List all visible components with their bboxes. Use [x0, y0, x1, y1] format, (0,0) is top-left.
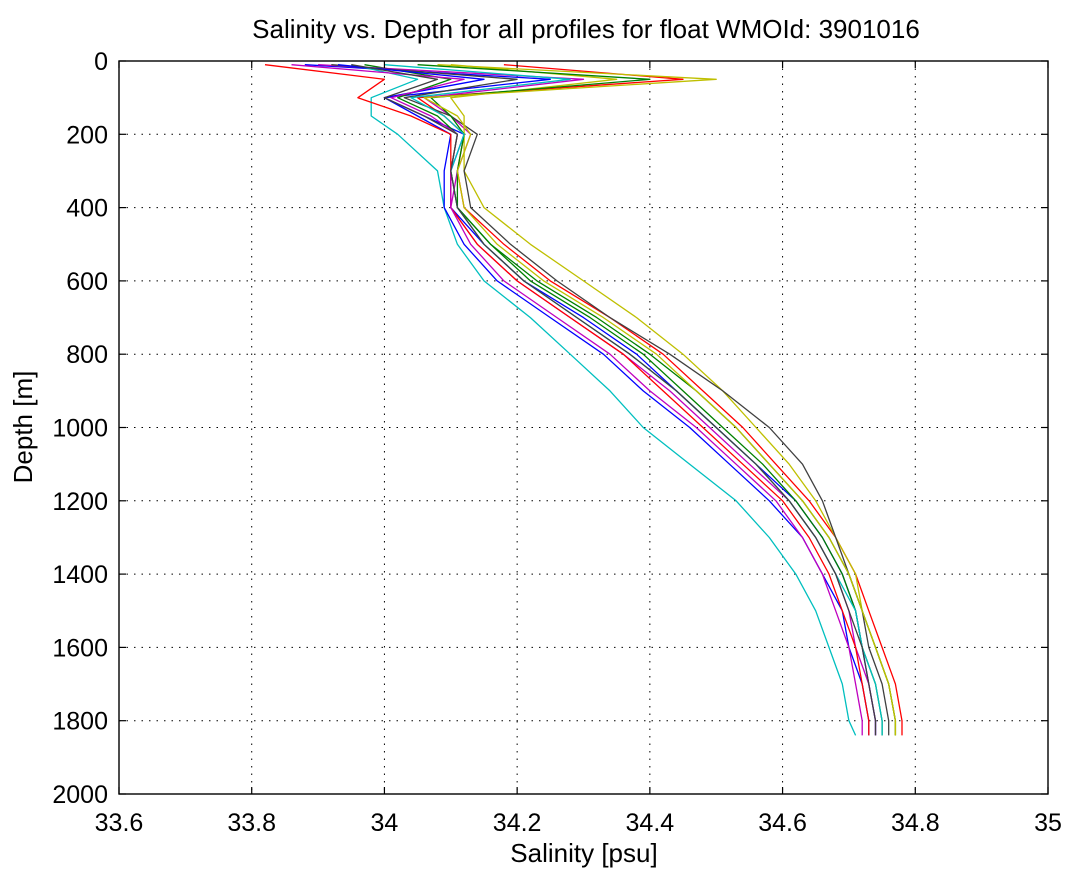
profile-lines	[264, 64, 903, 736]
chart-title: Salinity vs. Depth for all profiles for …	[252, 14, 920, 44]
x-tick-label: 33.6	[95, 809, 144, 837]
x-tick-label: 34.2	[493, 809, 542, 837]
profile-line	[264, 64, 870, 736]
x-axis-label: Salinity [psu]	[510, 838, 657, 868]
profile-line	[351, 64, 877, 736]
x-tick-label: 34.8	[891, 809, 940, 837]
y-axis-label: Depth [m]	[8, 371, 38, 484]
x-tick-label: 34.4	[626, 809, 675, 837]
y-tick-label: 1600	[52, 634, 108, 662]
y-tick-label: 1800	[52, 708, 108, 736]
x-tick-label: 34.6	[758, 809, 807, 837]
y-tick-label: 600	[66, 268, 108, 296]
y-tick-label: 1200	[52, 488, 108, 516]
y-tick-label: 1400	[52, 561, 108, 589]
y-tick-label: 2000	[52, 781, 108, 809]
profile-line	[423, 64, 897, 736]
y-tick-labels: 0 200 400 600 800 1000 1200 1400 1600 1800 2000	[52, 48, 108, 809]
profile-line	[337, 64, 870, 736]
profile-line	[318, 64, 877, 736]
profile-line	[291, 64, 863, 736]
profile-line	[351, 64, 857, 736]
y-tick-label: 200	[66, 121, 108, 149]
tick-marks	[118, 60, 1049, 795]
y-tick-label: 400	[66, 195, 108, 223]
x-tick-labels: 33.6 33.8 34 34.2 34.4 34.6 34.8 35	[95, 809, 1062, 837]
x-tick-label: 34	[371, 809, 399, 837]
y-tick-label: 0	[94, 48, 108, 76]
x-tick-label: 35	[1034, 809, 1062, 837]
x-tick-label: 33.8	[227, 809, 276, 837]
y-tick-label: 800	[66, 341, 108, 369]
y-tick-label: 1000	[52, 415, 108, 443]
